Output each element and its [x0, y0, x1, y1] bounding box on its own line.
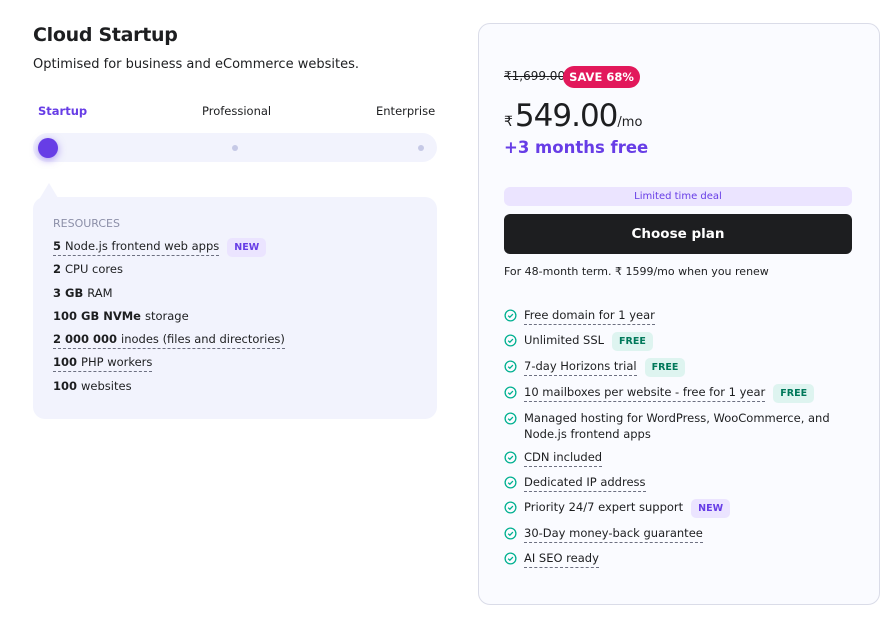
old-price: ₹1,699.00 — [504, 69, 566, 83]
check-circle-icon — [504, 501, 517, 514]
tier-professional[interactable]: Professional — [202, 104, 272, 118]
resource-label: RAM — [87, 285, 113, 300]
resource-label: websites — [81, 378, 132, 393]
feature-list: Free domain for 1 year Unlimited SSL FREE 7… — [504, 307, 854, 575]
feature-item: 30-Day money-back guarantee — [504, 525, 854, 543]
resource-item: 2 000 000 inodes (files and directories) — [53, 331, 417, 354]
resource-value: 2 000 000 — [53, 332, 118, 347]
feature-text[interactable]: 7-day Horizons trial — [524, 358, 637, 376]
feature-item: Managed hosting for WordPress, WooCommer… — [504, 410, 854, 442]
deal-banner: Limited time deal — [504, 187, 852, 206]
slider-handle[interactable] — [38, 138, 58, 158]
resources-pointer — [40, 183, 58, 198]
resource-item: 2 CPU cores — [53, 261, 417, 284]
price-amount: 549.00 — [514, 98, 618, 134]
check-circle-icon — [504, 386, 517, 399]
resource-text[interactable]: 2 000 000 inodes (files and directories) — [53, 331, 285, 350]
resources-heading: RESOURCES — [53, 217, 120, 230]
free-badge: FREE — [773, 384, 815, 403]
feature-text[interactable]: 10 mailboxes per website - free for 1 ye… — [524, 384, 766, 402]
check-circle-icon — [504, 412, 517, 425]
resource-value: 100 — [53, 378, 78, 393]
bonus-months: +3 months free — [504, 138, 649, 157]
check-circle-icon — [504, 476, 517, 489]
resource-item: 100 PHP workers — [53, 354, 417, 377]
resource-label: Node.js frontend web apps — [65, 239, 220, 253]
check-circle-icon — [504, 360, 517, 373]
feature-text[interactable]: AI SEO ready — [524, 550, 599, 568]
resource-label: inodes (files and directories) — [121, 332, 285, 347]
check-circle-icon — [504, 309, 517, 322]
resource-text[interactable]: 100 PHP workers — [53, 354, 153, 373]
feature-text[interactable]: Dedicated IP address — [524, 474, 646, 492]
feature-text: Managed hosting for WordPress, WooCommer… — [524, 411, 830, 441]
resource-item: 3 GB RAM — [53, 285, 417, 308]
resource-item: 5 Node.js frontend web apps NEW — [53, 238, 417, 261]
feature-text[interactable]: 30-Day money-back guarantee — [524, 525, 703, 543]
check-circle-icon — [504, 527, 517, 540]
tier-startup[interactable]: Startup — [38, 104, 88, 118]
tier-enterprise[interactable]: Enterprise — [376, 104, 436, 118]
feature-text[interactable]: CDN included — [524, 449, 603, 467]
resource-value: 2 — [53, 262, 62, 277]
resource-value: 100 GB NVMe — [53, 308, 141, 323]
resource-label: CPU cores — [65, 262, 123, 277]
resource-item: 100 websites — [53, 378, 417, 401]
feature-text: Unlimited SSL — [524, 333, 605, 347]
new-badge: NEW — [691, 499, 731, 518]
feature-text[interactable]: Free domain for 1 year — [524, 307, 655, 325]
free-badge: FREE — [644, 358, 686, 377]
feature-item: AI SEO ready — [504, 550, 854, 568]
plan-subtitle: Optimised for business and eCommerce web… — [33, 57, 359, 72]
resource-label: PHP workers — [81, 355, 153, 370]
resource-label: storage — [145, 308, 189, 323]
resources-panel: RESOURCES 5 Node.js frontend web apps NEW 2… — [33, 197, 437, 419]
resource-value: 3 GB — [53, 285, 84, 300]
resource-text[interactable]: 5 Node.js frontend web apps — [53, 238, 220, 256]
feature-item: Unlimited SSL FREE — [504, 332, 854, 351]
free-badge: FREE — [612, 332, 653, 351]
choose-plan-button[interactable]: Choose plan — [504, 214, 852, 254]
feature-item: Dedicated IP address — [504, 474, 854, 492]
slider-stop-enterprise[interactable] — [418, 145, 424, 151]
new-badge: NEW — [227, 238, 267, 257]
plan-title: Cloud Startup — [33, 24, 178, 46]
check-circle-icon — [504, 552, 517, 565]
pricing-card — [478, 23, 880, 605]
feature-item: Priority 24/7 expert support NEW — [504, 499, 854, 518]
slider-stop-professional[interactable] — [232, 145, 238, 151]
resource-text: 100 GB NVMe storage — [53, 308, 189, 324]
feature-item: Free domain for 1 year — [504, 307, 854, 325]
price: ₹ 549.00 /mo — [504, 98, 642, 134]
renewal-note: For 48-month term. ₹ 1599/mo when you re… — [504, 265, 769, 278]
resource-item: 100 GB NVMe storage — [53, 308, 417, 331]
resource-value: 5 — [53, 239, 62, 253]
feature-item: 10 mailboxes per website - free for 1 ye… — [504, 384, 854, 403]
resource-text: 3 GB RAM — [53, 285, 113, 301]
resource-value: 100 — [53, 355, 78, 370]
check-circle-icon — [504, 451, 517, 464]
feature-item: CDN included — [504, 449, 854, 467]
price-period: /mo — [617, 115, 643, 130]
currency-symbol: ₹ — [504, 114, 513, 130]
save-badge: SAVE 68% — [563, 66, 640, 88]
check-circle-icon — [504, 334, 517, 347]
resource-text: 2 CPU cores — [53, 261, 123, 277]
resource-text: 100 websites — [53, 378, 132, 394]
feature-item: 7-day Horizons trial FREE — [504, 358, 854, 377]
feature-text: Priority 24/7 expert support — [524, 500, 684, 514]
